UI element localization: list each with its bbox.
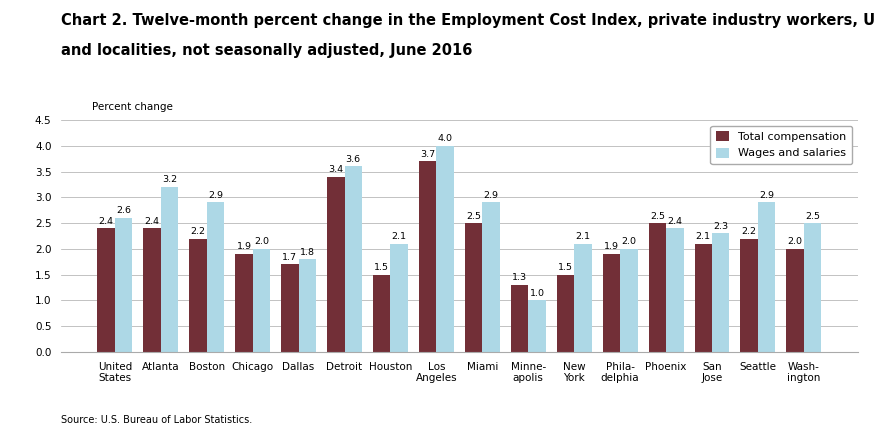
Bar [206,202,224,352]
Bar [465,223,482,352]
Bar [235,254,253,352]
Text: 2.4: 2.4 [668,217,682,226]
Bar [528,300,546,352]
Bar [712,233,730,352]
Text: 3.4: 3.4 [328,165,343,174]
Text: 2.2: 2.2 [742,227,757,236]
Text: 2.9: 2.9 [208,191,223,200]
Bar [253,249,270,352]
Text: 2.1: 2.1 [576,232,591,241]
Bar [804,223,822,352]
Text: 2.6: 2.6 [116,206,131,215]
Bar [345,166,362,352]
Text: Percent change: Percent change [92,103,172,112]
Bar [97,228,115,352]
Text: 1.7: 1.7 [283,253,298,262]
Text: 2.4: 2.4 [144,217,159,226]
Bar [787,249,804,352]
Text: 2.5: 2.5 [466,211,481,221]
Text: 2.4: 2.4 [99,217,114,226]
Bar [511,285,528,352]
Bar [482,202,500,352]
Bar [373,275,390,352]
Text: Chart 2. Twelve-month percent change in the Employment Cost Index, private indus: Chart 2. Twelve-month percent change in … [61,13,875,28]
Text: 2.5: 2.5 [650,211,665,221]
Bar [189,239,206,352]
Text: 2.5: 2.5 [805,211,820,221]
Bar [390,244,408,352]
Text: 1.8: 1.8 [300,248,315,257]
Bar [298,259,316,352]
Text: 2.1: 2.1 [392,232,407,241]
Bar [666,228,683,352]
Text: 2.0: 2.0 [621,237,636,246]
Text: and localities, not seasonally adjusted, June 2016: and localities, not seasonally adjusted,… [61,43,472,58]
Text: 3.2: 3.2 [162,175,177,184]
Bar [574,244,592,352]
Bar [556,275,574,352]
Text: 1.9: 1.9 [236,242,251,251]
Text: 2.2: 2.2 [191,227,206,236]
Bar [144,228,161,352]
Text: 2.9: 2.9 [484,191,499,200]
Bar [327,177,345,352]
Bar [281,264,298,352]
Legend: Total compensation, Wages and salaries: Total compensation, Wages and salaries [710,126,852,164]
Bar [161,187,178,352]
Text: 3.6: 3.6 [346,155,360,164]
Text: 2.1: 2.1 [696,232,710,241]
Text: 2.0: 2.0 [788,237,802,246]
Text: 1.5: 1.5 [558,263,573,272]
Text: 1.5: 1.5 [374,263,389,272]
Text: 4.0: 4.0 [438,134,452,143]
Bar [419,161,437,352]
Text: Source: U.S. Bureau of Labor Statistics.: Source: U.S. Bureau of Labor Statistics. [61,415,253,425]
Bar [758,202,775,352]
Bar [695,244,712,352]
Bar [437,146,454,352]
Bar [620,249,638,352]
Bar [603,254,620,352]
Text: 2.9: 2.9 [760,191,774,200]
Text: 1.9: 1.9 [604,242,619,251]
Bar [115,218,132,352]
Text: 1.0: 1.0 [529,289,544,298]
Bar [740,239,758,352]
Bar [648,223,666,352]
Text: 1.3: 1.3 [512,273,527,282]
Text: 3.7: 3.7 [420,150,435,159]
Text: 2.0: 2.0 [254,237,269,246]
Text: 2.3: 2.3 [713,222,728,231]
